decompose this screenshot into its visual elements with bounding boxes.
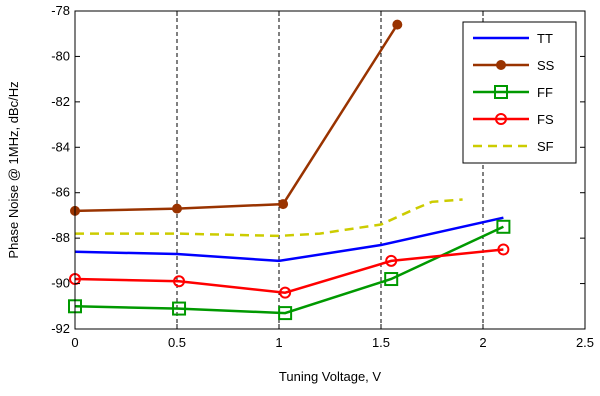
legend-item-sf: SF (473, 139, 554, 154)
legend-marker (495, 113, 507, 125)
series-tt (74, 216, 504, 263)
series-line-sf (75, 198, 463, 238)
series-sf (75, 198, 463, 238)
series-line-ss (74, 23, 399, 213)
legend: TT SS FF FS SF (462, 21, 577, 164)
legend-item-ff: FF (473, 85, 553, 100)
x-tick-label: 2 (479, 335, 486, 350)
series-line-tt (74, 216, 504, 263)
y-tick-label: -86 (51, 185, 70, 200)
legend-label: FS (537, 112, 554, 127)
axis-ticks: 0 0.5 1 1.5 2 2.5 -92 -90 -88 -86 -84 -82 -80 -78 (51, 3, 594, 350)
x-axis-label: Tuning Voltage, V (279, 369, 381, 384)
y-tick-label: -84 (51, 139, 70, 154)
y-axis-label: Phase Noise @ 1MHz, dBc/Hz (6, 81, 21, 258)
legend-item-tt: TT (473, 31, 553, 46)
y-tick-label: -92 (51, 321, 70, 336)
x-tick-label: 1 (275, 335, 282, 350)
y-tick-label: -82 (51, 94, 70, 109)
y-tick-label: -78 (51, 3, 70, 18)
legend-label: TT (537, 31, 553, 46)
plot-frame (74, 10, 586, 330)
legend-item-fs: FS (473, 112, 554, 127)
data-point-ff (384, 272, 399, 287)
data-point-ff (172, 301, 187, 316)
x-tick-label: 2.5 (576, 335, 594, 350)
series-ff (68, 219, 511, 321)
data-point-fs (279, 286, 292, 299)
x-tick-label: 0 (71, 335, 78, 350)
data-point-fs (497, 243, 510, 256)
legend-item-ss: SS (473, 58, 555, 73)
legend-marker (496, 60, 506, 70)
y-tick-label: -90 (51, 276, 70, 291)
x-tick-label: 0.5 (168, 335, 186, 350)
data-point-ss (278, 199, 289, 210)
data-point-ss (392, 19, 403, 30)
legend-label: SF (537, 139, 554, 154)
data-point-ff (278, 306, 293, 321)
data-point-ff (496, 219, 511, 234)
x-tick-label: 1.5 (372, 335, 390, 350)
series-line-fs (74, 248, 504, 294)
legend-label: FF (537, 85, 553, 100)
data-point-ss (172, 203, 182, 214)
legend-marker (494, 85, 508, 99)
data-point-fs (385, 254, 398, 267)
series-line-ff (74, 225, 504, 315)
data-point-fs (173, 275, 186, 288)
y-tick-label: -80 (51, 48, 70, 63)
legend-label: SS (537, 58, 555, 73)
y-tick-label: -88 (51, 230, 70, 245)
